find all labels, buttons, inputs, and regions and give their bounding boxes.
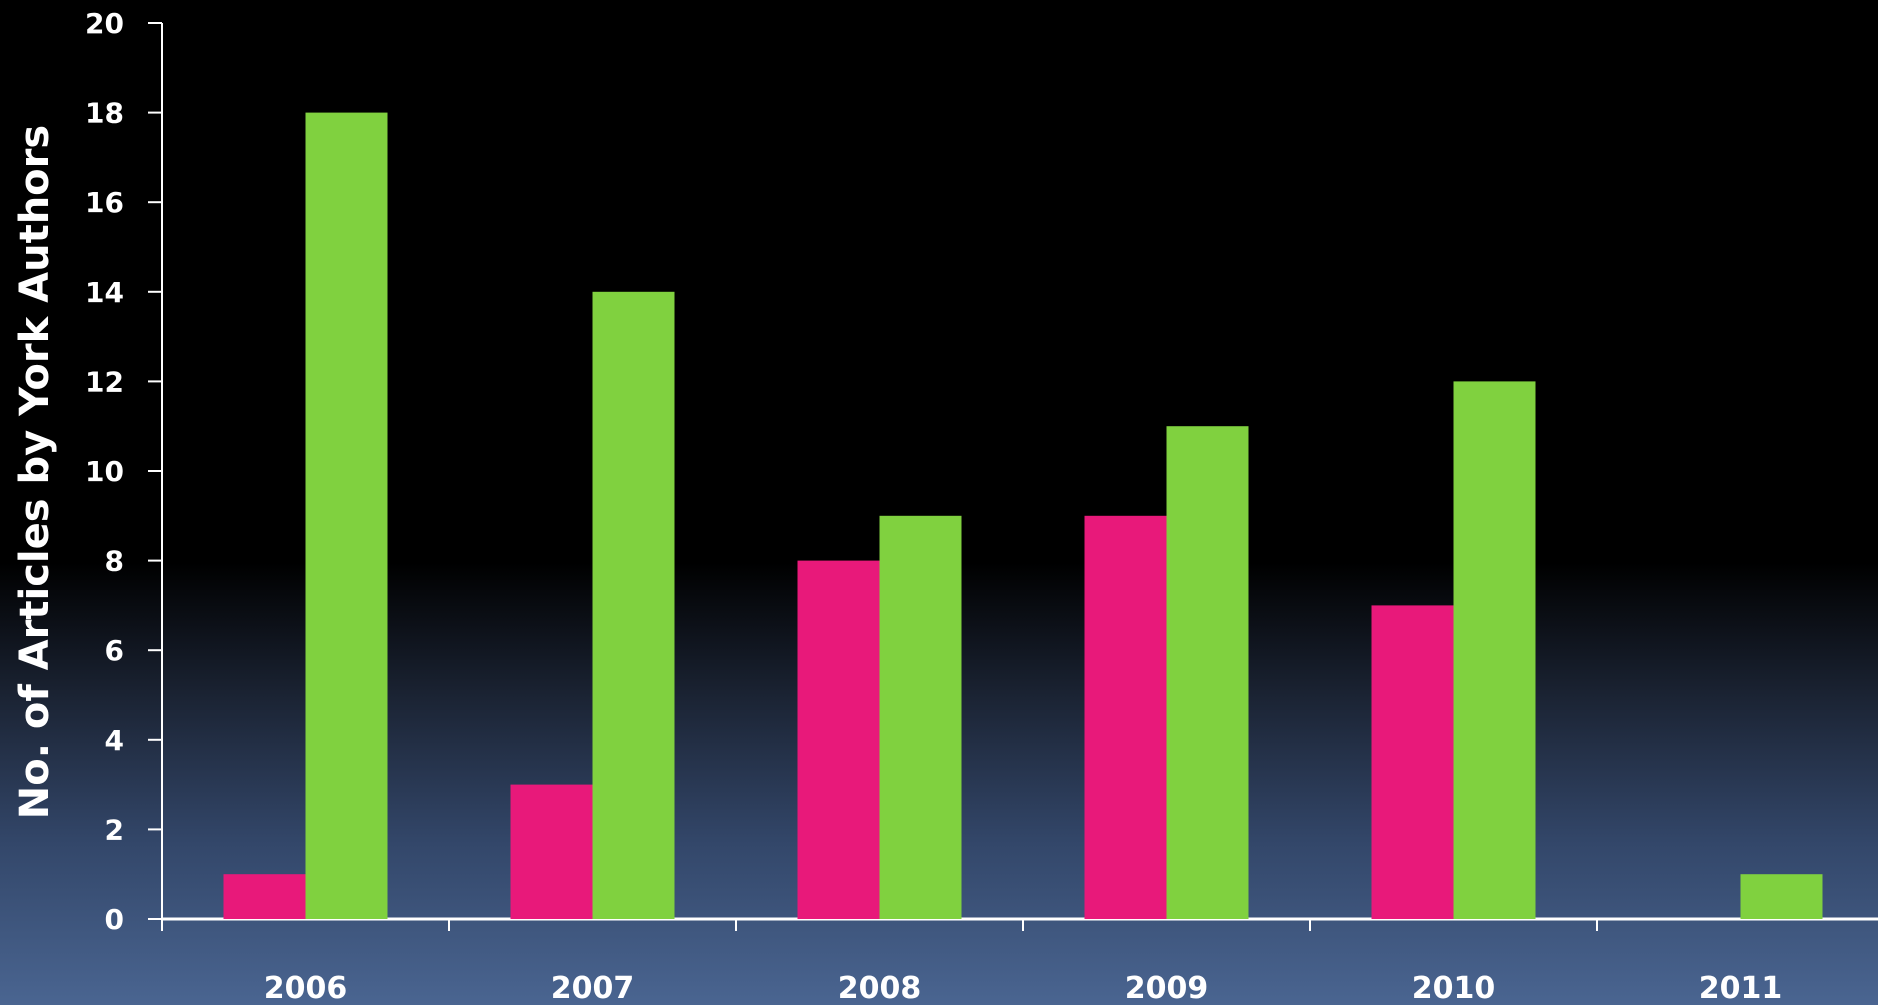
y-tick-label: 6	[105, 634, 124, 667]
x-tick-label: 2011	[1699, 971, 1783, 1005]
bar-series-2-2010	[1453, 381, 1536, 919]
y-axis-label: No. of Articles by York Authors	[12, 125, 58, 819]
x-tick-label: 2009	[1125, 971, 1209, 1005]
bar-series-2-2006	[305, 112, 388, 920]
bar-series-1-2008	[797, 560, 880, 919]
y-tick-label: 18	[85, 97, 124, 130]
y-tick-label: 20	[85, 7, 124, 40]
bars	[223, 112, 1823, 920]
bar-series-1-2006	[223, 874, 306, 919]
x-tick-label: 2007	[551, 971, 635, 1005]
bar-series-2-2008	[879, 515, 962, 919]
y-tick-label: 2	[105, 813, 124, 846]
x-tick-label: 2006	[264, 971, 348, 1005]
bar-series-1-2007	[510, 784, 593, 919]
bar-series-1-2010	[1371, 605, 1454, 919]
bar-series-2-2007	[592, 291, 675, 919]
y-tick-label: 16	[85, 186, 124, 219]
y-tick-label: 8	[105, 545, 124, 578]
y-tick-label: 4	[105, 724, 124, 757]
x-tick-label: 2008	[838, 971, 922, 1005]
y-tick-label: 0	[105, 903, 124, 936]
bar-series-2-2011	[1740, 874, 1823, 919]
bar-series-1-2009	[1084, 515, 1167, 919]
y-tick-label: 10	[85, 455, 124, 488]
x-tick-label: 2010	[1412, 971, 1496, 1005]
bar-series-2-2009	[1166, 426, 1249, 919]
y-tick-label: 14	[85, 276, 124, 309]
x-axis: 2006 2007 2008 2009 2010 2011	[161, 917, 1878, 1005]
y-axis: 0 2 4 6 8 10 12 14 16 18 20	[85, 7, 163, 936]
y-tick-label: 12	[85, 365, 124, 398]
